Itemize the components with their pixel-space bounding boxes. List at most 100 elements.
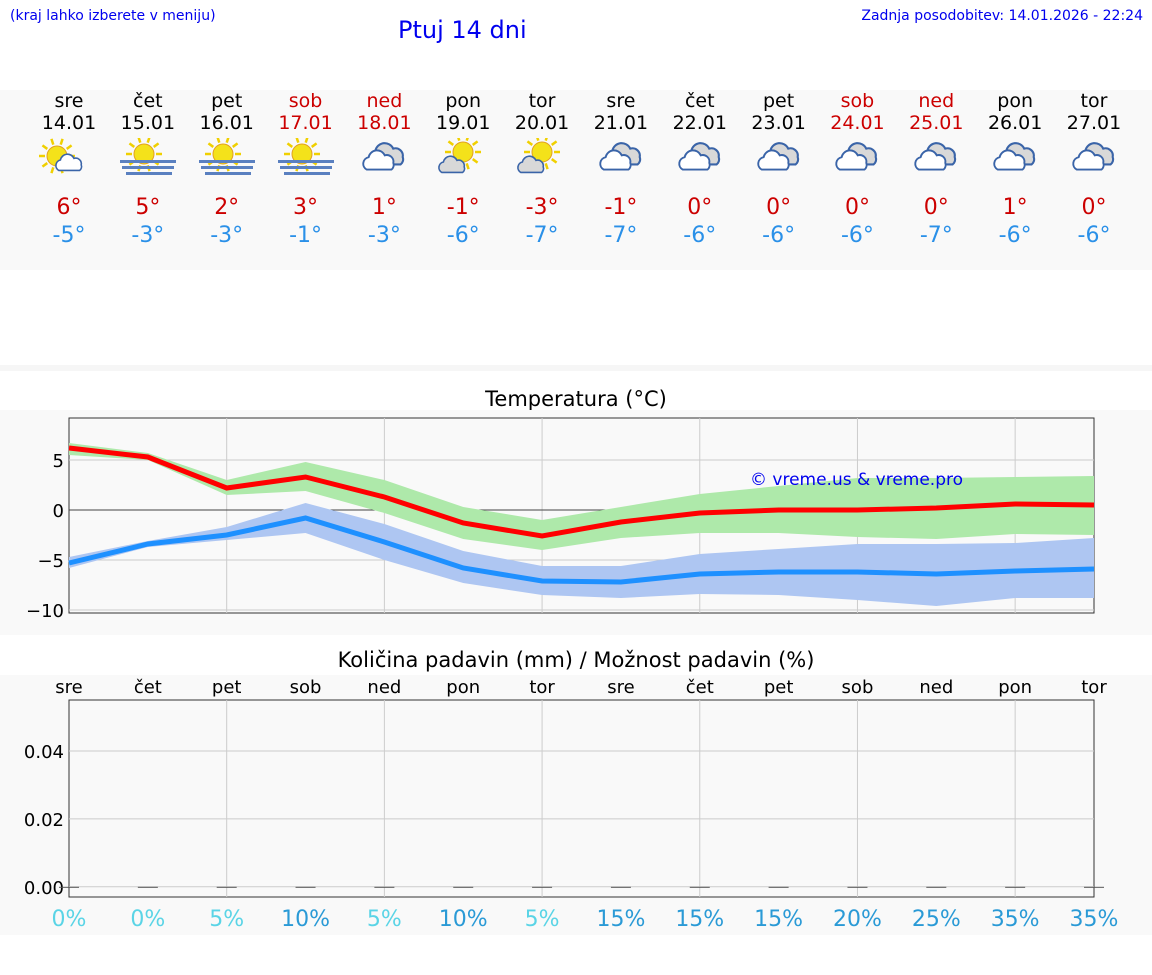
day-name: pet <box>763 90 795 112</box>
precip-bar <box>137 886 158 888</box>
band-max <box>69 443 1094 550</box>
day-name: tor <box>528 90 556 112</box>
day-forecast: tor 27.01 0° -6° <box>1054 90 1134 250</box>
line-max <box>68 445 1095 539</box>
day-date: 15.01 <box>120 112 176 134</box>
max-temp: 0° <box>923 195 949 220</box>
precip-bar <box>1084 886 1104 888</box>
x-tick-label: pet <box>212 677 242 698</box>
day-name: pon <box>445 90 482 112</box>
day-name: čet <box>684 90 715 112</box>
y-tick-label: 0.04 <box>24 742 64 763</box>
precip-probability: 15% <box>596 907 645 932</box>
x-tick-label: tor <box>1081 677 1107 698</box>
cloudy-icon <box>1072 142 1115 171</box>
day-date: 20.01 <box>514 112 570 134</box>
precip-bar <box>532 886 553 888</box>
day-date: 26.01 <box>987 112 1043 134</box>
precip-probability: 25% <box>912 907 961 932</box>
last-update: Zadnja posodobitev: 14.01.2026 - 22:24 <box>861 8 1143 24</box>
day-date: 24.01 <box>830 112 885 134</box>
y-tick-label: −5 <box>37 551 64 572</box>
min-temp: -1° <box>289 223 322 248</box>
precip-probability: 15% <box>754 907 803 932</box>
min-temp: -5° <box>52 223 86 248</box>
day-name: sre <box>54 90 84 112</box>
min-temp: -7° <box>604 223 638 248</box>
max-temp: 2° <box>214 195 240 220</box>
min-temp: -6° <box>840 223 874 248</box>
day-forecast: ned 25.01 0° -7° <box>896 90 976 250</box>
cloudy-icon <box>756 142 799 171</box>
min-temp: -6° <box>446 223 480 248</box>
day-name: pon <box>997 90 1033 112</box>
x-tick-label: pon <box>446 677 480 698</box>
sun-fog-icon <box>198 138 255 175</box>
precip-bar <box>610 886 631 888</box>
day-date: 16.01 <box>199 112 254 134</box>
precip-bar <box>1005 886 1026 888</box>
max-temp: 0° <box>687 195 713 220</box>
precip-bar <box>374 886 395 888</box>
x-tick-label: pet <box>764 677 794 698</box>
precip-bar <box>926 886 947 888</box>
x-tick-label: čet <box>686 677 714 698</box>
cloudy-icon <box>993 142 1036 171</box>
cloudy-icon <box>599 142 642 171</box>
max-temp: -1° <box>604 195 638 220</box>
y-tick-label: 0 <box>53 501 64 522</box>
cloudy-icon <box>362 142 405 171</box>
precip-probability: 5% <box>209 907 244 932</box>
day-name: sob <box>288 90 323 112</box>
precip-bar <box>59 886 79 888</box>
location-hint: (kraj lahko izberete v meniju) <box>10 8 216 24</box>
max-temp: -1° <box>446 195 480 220</box>
day-date: 22.01 <box>672 112 727 134</box>
day-forecast: pet 23.01 0° -6° <box>739 90 819 250</box>
day-forecast: čet 22.01 0° -6° <box>660 90 740 250</box>
precip-probability: 0% <box>52 907 87 932</box>
partly-cloudy-icon <box>517 138 561 174</box>
y-tick-label: −10 <box>26 601 64 622</box>
cloudy-icon <box>835 142 878 171</box>
day-forecast: ned 18.01 1° -3° <box>344 90 424 250</box>
day-date: 23.01 <box>751 112 806 134</box>
min-temp: -3° <box>131 223 165 248</box>
precip-chart-title: Količina padavin (mm) / Možnost padavin … <box>337 648 815 672</box>
max-temp: 1° <box>371 195 397 220</box>
day-date: 14.01 <box>41 112 97 134</box>
day-name: pet <box>211 90 243 112</box>
max-temp: 5° <box>135 195 161 220</box>
precip-probability: 0% <box>130 907 165 932</box>
min-temp: -7° <box>919 223 953 248</box>
max-temp: 3° <box>293 195 319 220</box>
x-tick-label: sob <box>842 677 874 698</box>
day-name: sob <box>840 90 875 112</box>
day-date: 27.01 <box>1066 112 1122 134</box>
precip-bar <box>216 886 237 888</box>
sun-fog-icon <box>119 138 176 175</box>
day-date: 21.01 <box>593 112 649 134</box>
precip-bar <box>689 886 710 888</box>
precip-probability: 10% <box>281 907 330 932</box>
day-forecast: pon 26.01 1° -6° <box>975 90 1055 250</box>
sun-cloud-icon <box>39 138 83 174</box>
day-forecast: sre 21.01 -1° -7° <box>581 90 661 250</box>
max-temp: -3° <box>525 195 559 220</box>
max-temp: 1° <box>1002 195 1028 220</box>
page-title: Ptuj 14 dni <box>398 16 527 44</box>
divider <box>0 365 1152 371</box>
max-temp: 0° <box>1081 195 1107 220</box>
y-tick-label: 0.02 <box>24 810 64 831</box>
x-tick-label: čet <box>134 677 162 698</box>
watermark: © vreme.us & vreme.pro <box>750 470 963 490</box>
precip-probability: 5% <box>367 907 402 932</box>
min-temp: -3° <box>210 223 244 248</box>
cloudy-icon <box>678 142 720 171</box>
day-date: 17.01 <box>278 112 333 134</box>
day-forecast: pet 16.01 2° -3° <box>187 90 267 250</box>
day-forecast: sob 17.01 3° -1° <box>266 90 346 250</box>
sun-fog-icon <box>277 138 334 175</box>
day-name: čet <box>133 90 163 112</box>
